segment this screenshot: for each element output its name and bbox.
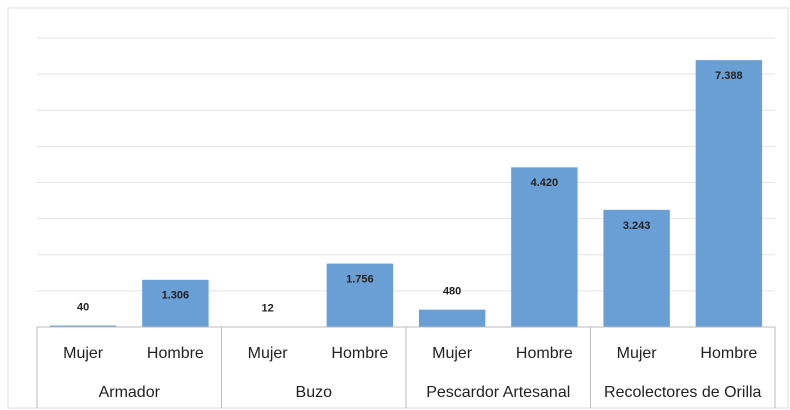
value-label: 12 — [262, 302, 274, 314]
bar — [695, 60, 763, 328]
bar — [418, 309, 486, 327]
frame — [7, 7, 789, 409]
value-label: 1.306 — [162, 290, 190, 302]
value-label: 3.243 — [623, 220, 651, 232]
group-label: Pescardor Artesanal — [426, 384, 570, 401]
x-tick-label: Mujer — [248, 345, 289, 362]
x-tick-label: Mujer — [432, 345, 473, 362]
bar — [511, 167, 578, 327]
value-label: 480 — [443, 286, 461, 298]
group-label: Buzo — [296, 384, 333, 401]
x-tick-label: Hombre — [516, 345, 573, 362]
value-label: 7.388 — [715, 70, 743, 82]
x-tick-label: Mujer — [617, 345, 658, 362]
x-tick-label: Hombre — [147, 345, 204, 362]
value-label: 1.756 — [346, 273, 374, 285]
bar — [49, 325, 117, 327]
value-label: 40 — [77, 301, 89, 313]
bar — [142, 279, 209, 327]
group-label: Armador — [99, 384, 161, 401]
group-label: Recolectores de Orilla — [604, 384, 762, 401]
x-tick-label: Hombre — [331, 345, 388, 362]
x-tick-label: Mujer — [63, 345, 104, 362]
bar — [326, 263, 394, 327]
x-tick-label: Hombre — [700, 345, 757, 362]
value-label: 4.420 — [531, 177, 559, 189]
bar — [603, 209, 670, 327]
